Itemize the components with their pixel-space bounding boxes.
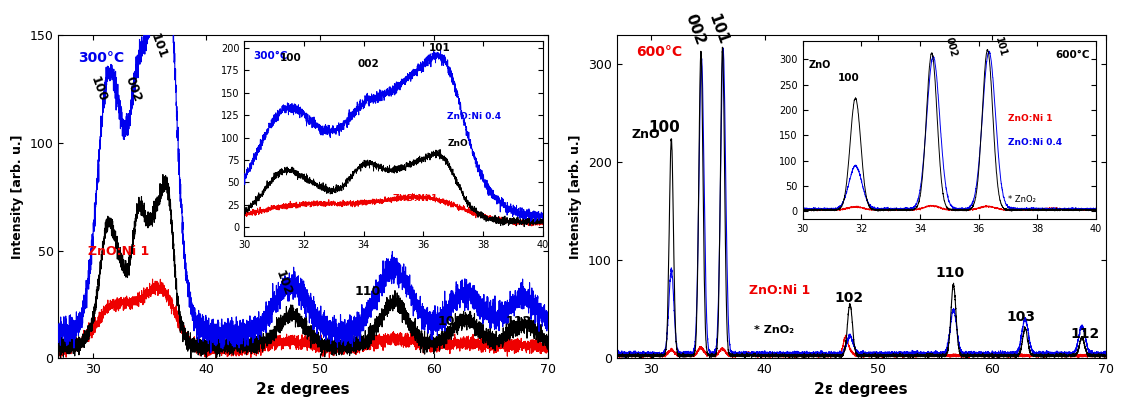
Text: ZnO: ZnO bbox=[631, 129, 660, 142]
Text: 002: 002 bbox=[123, 75, 144, 104]
Text: ZnO:Ni 0.4: ZnO:Ni 0.4 bbox=[254, 122, 273, 194]
X-axis label: 2ε degrees: 2ε degrees bbox=[814, 382, 908, 397]
Text: 101: 101 bbox=[147, 32, 169, 61]
Text: 103: 103 bbox=[438, 315, 463, 328]
Text: ZnO:Ni 1: ZnO:Ni 1 bbox=[749, 284, 810, 297]
Text: 600°C: 600°C bbox=[637, 44, 683, 59]
Text: 101: 101 bbox=[705, 12, 730, 47]
Y-axis label: Intensity [arb. u.]: Intensity [arb. u.] bbox=[11, 134, 24, 259]
Text: * ZnO₂: * ZnO₂ bbox=[754, 325, 794, 335]
Text: ZnO:Ni 0.4: ZnO:Ni 0.4 bbox=[822, 135, 842, 207]
Text: 102: 102 bbox=[835, 290, 863, 304]
Text: 110: 110 bbox=[936, 266, 964, 280]
Text: 103: 103 bbox=[1006, 310, 1035, 324]
Text: ZnO: ZnO bbox=[313, 64, 341, 77]
Text: 002: 002 bbox=[683, 11, 708, 47]
Text: ZnO:Ni 1: ZnO:Ni 1 bbox=[88, 245, 148, 258]
Text: 300°C: 300°C bbox=[78, 51, 124, 65]
Text: 100: 100 bbox=[649, 120, 681, 135]
Text: 112: 112 bbox=[506, 315, 532, 328]
Text: 100: 100 bbox=[88, 75, 109, 104]
Y-axis label: Intensity [arb. u.]: Intensity [arb. u.] bbox=[569, 134, 583, 259]
Text: 112: 112 bbox=[1071, 327, 1100, 341]
Text: 102: 102 bbox=[273, 269, 295, 298]
X-axis label: 2ε degrees: 2ε degrees bbox=[256, 382, 350, 397]
Text: 110: 110 bbox=[354, 285, 381, 298]
